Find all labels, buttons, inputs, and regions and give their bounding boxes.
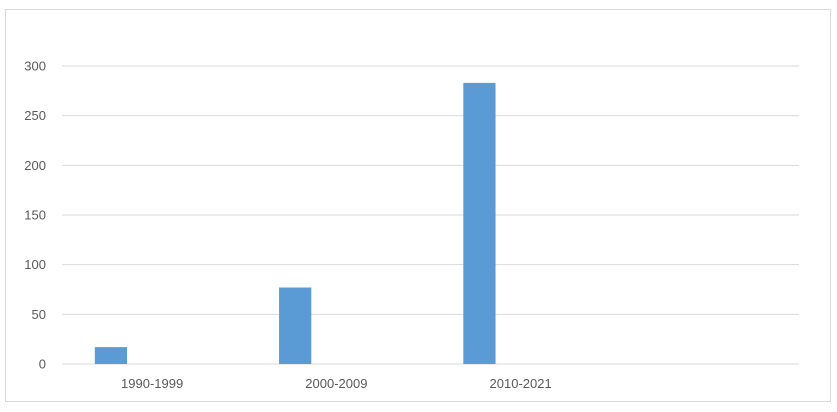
bar-1990-1999 (94, 347, 128, 364)
x-tick-label: 2000-2009 (305, 376, 367, 391)
y-tick-label: 200 (24, 158, 46, 173)
y-tick-label: 0 (39, 357, 46, 372)
bar-2000-2009 (279, 287, 312, 364)
chart-frame (5, 9, 831, 402)
y-tick-label: 150 (24, 208, 46, 223)
y-tick-label: 50 (32, 307, 46, 322)
bar-2010-2021 (463, 82, 496, 365)
x-tick-label: 1990-1999 (121, 376, 183, 391)
y-tick-label: 250 (24, 108, 46, 123)
y-tick-label: 300 (24, 59, 46, 74)
y-tick-label: 100 (24, 257, 46, 272)
x-tick-label: 2010-2021 (490, 376, 552, 391)
